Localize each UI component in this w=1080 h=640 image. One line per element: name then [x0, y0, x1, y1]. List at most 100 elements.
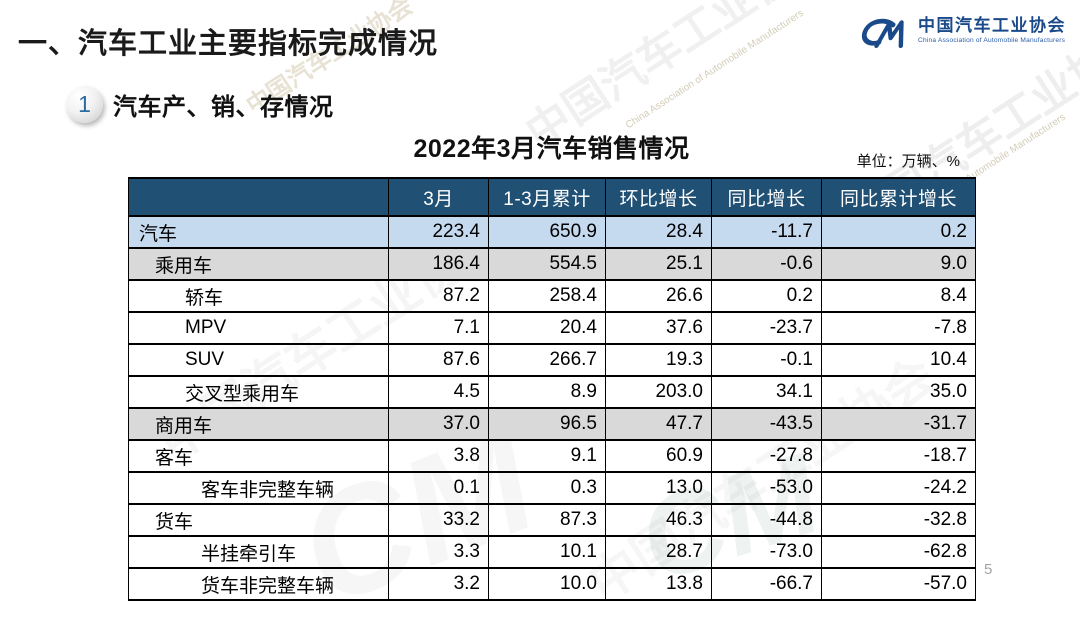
- section-heading: 1 汽车产、销、存情况: [66, 86, 334, 123]
- value-cell: -66.7: [711, 567, 822, 601]
- value-cell: 13.0: [605, 471, 712, 505]
- value-cell: 8.9: [488, 375, 606, 409]
- value-cell: 0.3: [488, 471, 606, 505]
- table-row: 货车非完整车辆 3.2 10.0 13.8 -66.7 -57.0: [128, 567, 976, 601]
- value-cell: 0.2: [711, 279, 822, 313]
- table-row: 乘用车 186.4 554.5 25.1 -0.6 9.0: [128, 247, 976, 281]
- value-cell: -11.7: [711, 215, 822, 249]
- value-cell: 28.4: [605, 215, 712, 249]
- caam-cm-logo-icon: [858, 18, 910, 57]
- row-label-cell: 货车: [128, 503, 389, 537]
- header-cell: 3月: [388, 177, 489, 217]
- value-cell: 35.0: [821, 375, 976, 409]
- table-title: 2022年3月汽车销售情况: [413, 135, 690, 163]
- table-row: 客车非完整车辆 0.1 0.3 13.0 -53.0 -24.2: [128, 471, 976, 505]
- caam-logo: 中国汽车工业协会 China Association of Automobile…: [858, 16, 1066, 57]
- row-label-cell: 轿车: [128, 279, 389, 313]
- value-cell: -27.8: [711, 439, 822, 473]
- value-cell: -53.0: [711, 471, 822, 505]
- value-cell: 650.9: [488, 215, 606, 249]
- value-cell: 13.8: [605, 567, 712, 601]
- header-cell: 同比增长: [711, 177, 822, 217]
- section-number: 1: [78, 91, 91, 117]
- watermark-text-en: China Association of Automobile Manufact…: [623, 7, 806, 132]
- table-row: 商用车 37.0 96.5 47.7 -43.5 -31.7: [128, 407, 976, 441]
- value-cell: 266.7: [488, 343, 606, 377]
- value-cell: 46.3: [605, 503, 712, 537]
- section-title: 汽车产、销、存情况: [113, 94, 334, 121]
- slide-title: 一、汽车工业主要指标完成情况: [18, 28, 439, 60]
- value-cell: -44.8: [711, 503, 822, 537]
- header-cell: 同比累计增长: [821, 177, 976, 217]
- value-cell: 96.5: [488, 407, 606, 441]
- value-cell: -7.8: [821, 311, 976, 345]
- page-number: 5: [984, 561, 993, 578]
- row-label-cell: 货车非完整车辆: [128, 567, 389, 601]
- value-cell: 10.0: [488, 567, 606, 601]
- table-row: MPV 7.1 20.4 37.6 -23.7 -7.8: [128, 311, 976, 345]
- value-cell: -0.6: [711, 247, 822, 281]
- table-row: 交叉型乘用车 4.5 8.9 203.0 34.1 35.0: [128, 375, 976, 409]
- value-cell: 10.4: [821, 343, 976, 377]
- table-body: 汽车 223.4 650.9 28.4 -11.7 0.2 乘用车 186.4 554.5 25.…: [128, 215, 976, 601]
- value-cell: 9.1: [488, 439, 606, 473]
- table-row: 半挂牵引车 3.3 10.1 28.7 -73.0 -62.8: [128, 535, 976, 569]
- value-cell: 34.1: [711, 375, 822, 409]
- value-cell: 37.0: [388, 407, 489, 441]
- value-cell: -73.0: [711, 535, 822, 569]
- unit-label: 单位：万辆、%: [856, 153, 960, 170]
- row-label-cell: 客车非完整车辆: [128, 471, 389, 505]
- value-cell: -43.5: [711, 407, 822, 441]
- value-cell: 87.2: [388, 279, 489, 313]
- value-cell: -0.1: [711, 343, 822, 377]
- table-header: 3月 1-3月累计 环比增长 同比增长 同比累计增长: [128, 177, 976, 217]
- value-cell: 47.7: [605, 407, 712, 441]
- value-cell: 0.2: [821, 215, 976, 249]
- value-cell: 25.1: [605, 247, 712, 281]
- value-cell: 4.5: [388, 375, 489, 409]
- header-cell-blank: [128, 177, 389, 217]
- value-cell: -32.8: [821, 503, 976, 537]
- value-cell: 28.7: [605, 535, 712, 569]
- table-row: 汽车 223.4 650.9 28.4 -11.7 0.2: [128, 215, 976, 249]
- value-cell: 37.6: [605, 311, 712, 345]
- value-cell: 203.0: [605, 375, 712, 409]
- row-label-cell: 交叉型乘用车: [128, 375, 389, 409]
- value-cell: 3.8: [388, 439, 489, 473]
- value-cell: 33.2: [388, 503, 489, 537]
- value-cell: 26.6: [605, 279, 712, 313]
- value-cell: 9.0: [821, 247, 976, 281]
- header-cell: 环比增长: [605, 177, 712, 217]
- value-cell: -62.8: [821, 535, 976, 569]
- value-cell: 223.4: [388, 215, 489, 249]
- value-cell: 60.9: [605, 439, 712, 473]
- value-cell: 87.6: [388, 343, 489, 377]
- row-label-cell: 乘用车: [128, 247, 389, 281]
- value-cell: 19.3: [605, 343, 712, 377]
- value-cell: -18.7: [821, 439, 976, 473]
- value-cell: 8.4: [821, 279, 976, 313]
- value-cell: -23.7: [711, 311, 822, 345]
- value-cell: 10.1: [488, 535, 606, 569]
- value-cell: 87.3: [488, 503, 606, 537]
- value-cell: -31.7: [821, 407, 976, 441]
- table-header-row: 3月 1-3月累计 环比增长 同比增长 同比累计增长: [128, 177, 976, 217]
- table-row: 轿车 87.2 258.4 26.6 0.2 8.4: [128, 279, 976, 313]
- value-cell: 3.2: [388, 567, 489, 601]
- caam-name-cn: 中国汽车工业协会: [918, 16, 1066, 35]
- row-label-cell: 商用车: [128, 407, 389, 441]
- caam-name-en: China Association of Automobile Manufact…: [918, 37, 1066, 44]
- section-number-badge: 1: [66, 86, 103, 123]
- row-label-cell: 客车: [128, 439, 389, 473]
- row-label-cell: 半挂牵引车: [128, 535, 389, 569]
- table-row: 客车 3.8 9.1 60.9 -27.8 -18.7: [128, 439, 976, 473]
- value-cell: 20.4: [488, 311, 606, 345]
- table-row: 货车 33.2 87.3 46.3 -44.8 -32.8: [128, 503, 976, 537]
- value-cell: 0.1: [388, 471, 489, 505]
- row-label-cell: SUV: [128, 343, 389, 377]
- row-label-cell: 汽车: [128, 215, 389, 249]
- sales-table: 3月 1-3月累计 环比增长 同比增长 同比累计增长 汽车 223.4 650.9 28.4-…: [128, 177, 976, 601]
- table-row: SUV 87.6 266.7 19.3 -0.1 10.4: [128, 343, 976, 377]
- row-label-cell: MPV: [128, 311, 389, 345]
- value-cell: -57.0: [821, 567, 976, 601]
